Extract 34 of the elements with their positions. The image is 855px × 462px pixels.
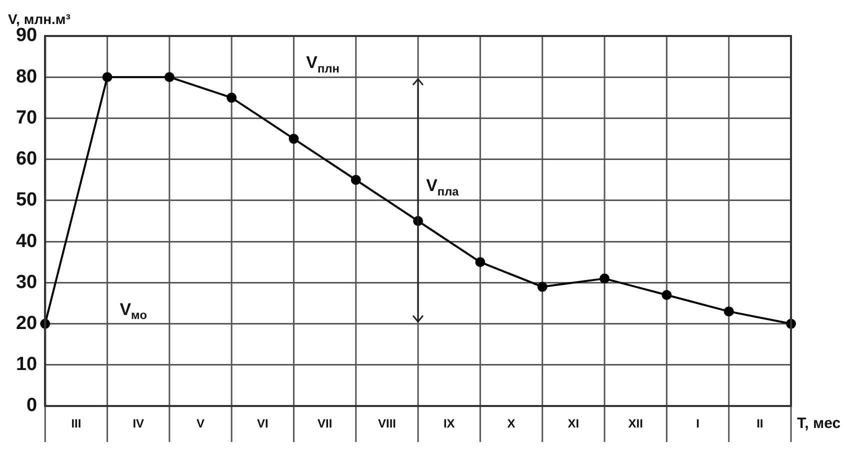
text: I <box>696 416 700 430</box>
point <box>724 306 734 316</box>
text: IX <box>443 416 455 430</box>
point <box>537 282 548 292</box>
text: VII <box>318 416 332 430</box>
y-tick-label: 60 <box>16 148 38 170</box>
y-tick-label: 20 <box>16 313 38 334</box>
point <box>600 274 610 284</box>
y-tick-label: 50 <box>16 190 38 211</box>
y-tick-label: 30 <box>16 272 38 293</box>
text: X <box>507 416 516 430</box>
text: VI <box>257 416 268 430</box>
point <box>662 290 672 300</box>
text: V <box>196 416 205 430</box>
point <box>288 134 299 144</box>
y-tick-label: 90 <box>16 25 38 46</box>
point <box>164 72 174 82</box>
point <box>226 92 237 103</box>
text: II <box>756 416 764 430</box>
text: IV <box>132 416 144 430</box>
y-tick-label: 40 <box>16 230 38 252</box>
y-axis-title: V, млн.м³ <box>8 11 71 27</box>
y-tick-label: 80 <box>16 66 38 88</box>
y-tick-label: 0 <box>26 395 38 416</box>
text: VIII <box>378 416 396 430</box>
x-axis-title: Т, мес <box>797 415 841 432</box>
text: XI <box>568 416 580 430</box>
text: XII <box>628 416 643 430</box>
y-tick-label: 70 <box>16 107 38 128</box>
point <box>350 174 361 185</box>
y-tick-label: 10 <box>16 354 38 376</box>
text: III <box>71 416 82 430</box>
point <box>475 257 486 268</box>
point <box>102 72 112 82</box>
